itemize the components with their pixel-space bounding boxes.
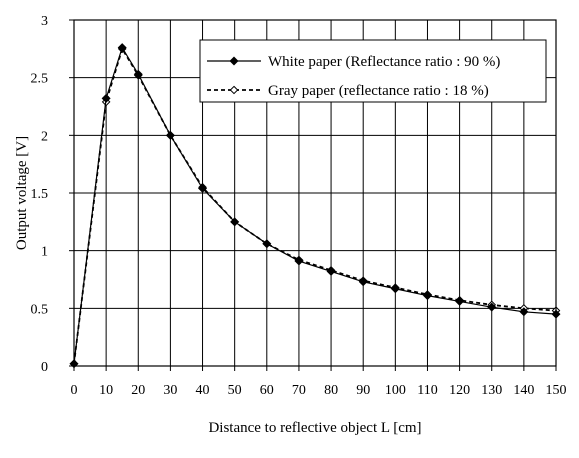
data-point (262, 239, 272, 249)
y-tick-label: 1 (41, 245, 48, 260)
x-tick-label: 130 (481, 383, 502, 398)
y-tick-label: 0.5 (31, 302, 49, 317)
legend: White paper (Reflectance ratio : 90 %) Gr… (199, 39, 547, 103)
x-tick-label: 140 (513, 383, 534, 398)
x-tick-label: 110 (417, 383, 437, 398)
data-point (133, 69, 143, 79)
y-tick-label: 0 (41, 360, 48, 375)
series-white-paper (69, 43, 561, 369)
tick-labels: 0 10 20 30 40 50 60 70 80 90 100 110 120 130 140 150 0 0.… (31, 14, 567, 398)
x-tick-label: 60 (260, 383, 274, 398)
data-point (165, 130, 175, 140)
x-tick-label: 120 (449, 383, 470, 398)
data-point (422, 291, 432, 301)
data-point (117, 43, 127, 53)
x-tick-label: 10 (99, 383, 113, 398)
data-point (487, 302, 497, 312)
legend-label: White paper (Reflectance ratio : 90 %) (268, 54, 500, 70)
x-axis-title: Distance to reflective object L [cm] (208, 420, 421, 436)
x-tick-label: 0 (71, 383, 78, 398)
data-point (326, 266, 336, 276)
x-tick-label: 70 (292, 383, 306, 398)
legend-label: Gray paper (reflectance ratio : 18 %) (268, 83, 489, 99)
data-point (198, 183, 208, 193)
y-tick-label: 3 (41, 14, 48, 29)
x-tick-label: 100 (385, 383, 406, 398)
x-tick-label: 30 (163, 383, 177, 398)
y-tick-label: 2.5 (31, 72, 49, 87)
legend-item-white-paper: White paper (Reflectance ratio : 90 %) (207, 54, 500, 70)
data-point (230, 217, 240, 227)
x-tick-label: 40 (196, 383, 210, 398)
data-point (390, 284, 400, 294)
x-tick-label: 50 (228, 383, 242, 398)
data-point (358, 277, 368, 287)
x-tick-label: 80 (324, 383, 338, 398)
y-tick-label: 1.5 (31, 187, 49, 202)
x-tick-label: 20 (131, 383, 145, 398)
y-tick-label: 2 (41, 129, 48, 144)
legend-box (199, 39, 547, 103)
x-tick-label: 90 (356, 383, 370, 398)
plot-frame (73, 19, 557, 367)
x-tick-label: 150 (546, 383, 567, 398)
y-axis-title: Output voltage [V] (14, 136, 30, 250)
data-point (294, 256, 304, 266)
data-point (101, 93, 111, 103)
legend-marker (229, 56, 239, 66)
data-point (519, 307, 529, 317)
legend-item-gray-paper: Gray paper (reflectance ratio : 18 %) (207, 83, 489, 99)
legend-marker (229, 85, 239, 95)
data-point (455, 296, 465, 306)
